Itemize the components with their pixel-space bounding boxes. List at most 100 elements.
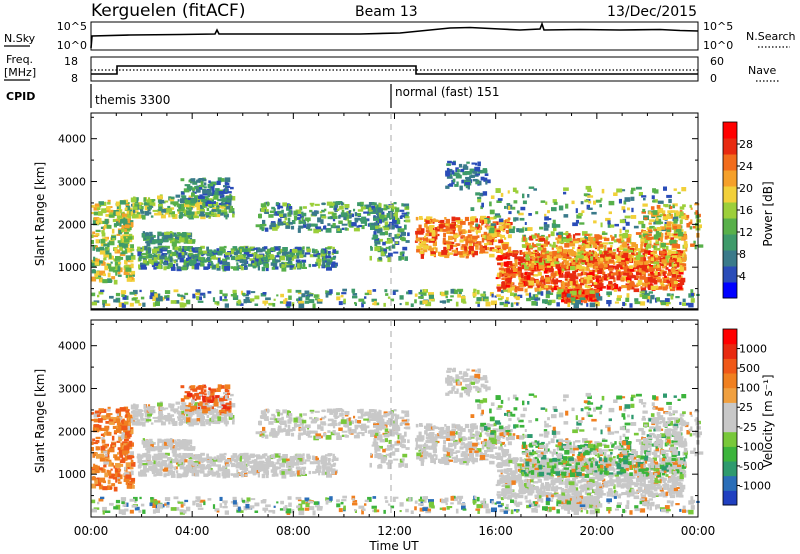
power-cell [384, 241, 390, 244]
power-cell [662, 246, 666, 249]
power-cell [177, 255, 183, 260]
power-cell [492, 221, 497, 224]
velocity-cell [117, 447, 121, 450]
power-cell [117, 271, 121, 275]
freq-left-label-1: Freq. [6, 53, 33, 66]
power-cell [429, 230, 436, 233]
velocity-cell [225, 422, 228, 427]
power-cell [527, 194, 530, 198]
power-cell [603, 247, 607, 252]
power-cell [543, 287, 546, 290]
power-cell [113, 299, 119, 303]
power-cell [662, 215, 668, 220]
power-cell [245, 297, 250, 302]
power-cell [298, 303, 305, 309]
power-cell [224, 261, 230, 266]
power-cell [182, 252, 188, 256]
power-cell [645, 247, 649, 251]
power-cell [289, 265, 293, 270]
power-cell [675, 296, 680, 299]
power-cell [565, 252, 570, 257]
power-cell [581, 290, 586, 295]
velocity-cell [225, 394, 228, 400]
power-cell [160, 214, 166, 219]
power-cell [217, 177, 222, 183]
power-cell [400, 231, 406, 236]
velocity-cell [123, 443, 129, 446]
power-cell [125, 255, 131, 260]
power-cell [112, 218, 117, 223]
power-cell [650, 206, 655, 210]
power-cell [221, 202, 226, 205]
power-cell [137, 202, 142, 207]
power-cell [164, 257, 170, 262]
power-cell [552, 241, 556, 247]
power-cell [617, 269, 621, 273]
power-cell [496, 221, 499, 225]
power-cell [534, 260, 539, 264]
power-cell [283, 220, 286, 224]
power-cell [619, 219, 626, 224]
power-cell [535, 258, 540, 263]
power-cell [155, 296, 159, 302]
velocity-cell [223, 392, 227, 395]
power-cell [194, 257, 198, 262]
power-cell [593, 200, 596, 205]
power-cell [606, 291, 612, 296]
power-cell [550, 266, 554, 270]
power-cell [531, 301, 537, 306]
power-cell [672, 276, 677, 282]
power-cell [222, 299, 228, 302]
power-cell [261, 223, 267, 227]
power-cell [332, 223, 336, 227]
nave-right-tick-top: 60 [710, 55, 724, 68]
velocity-cell [182, 417, 188, 421]
power-cell [540, 275, 544, 280]
power-cell [657, 208, 664, 213]
power-cell [538, 288, 542, 292]
power-cell [415, 234, 418, 239]
power-cell [257, 265, 260, 271]
power-cell [665, 224, 672, 229]
power-cell [101, 232, 106, 237]
power-cell [131, 277, 134, 280]
power-cell [210, 201, 216, 204]
power-cell [655, 297, 658, 303]
velocity-cell [222, 397, 227, 401]
power-cell [649, 225, 655, 229]
power-cell [599, 244, 604, 248]
power-cell [285, 222, 289, 226]
y-tick-label: 1000 [58, 261, 86, 274]
power-cell [571, 261, 576, 266]
power-cell [324, 208, 327, 212]
power-cell [207, 183, 211, 189]
power-cell [165, 245, 170, 249]
velocity-cell [196, 413, 201, 418]
power-cell [552, 277, 555, 283]
power-cell [210, 182, 217, 186]
power-cell [213, 195, 219, 200]
power-cell [510, 292, 514, 296]
power-cell [357, 202, 361, 207]
power-cell [583, 258, 590, 263]
velocity-cell [130, 455, 135, 459]
power-cell [222, 262, 225, 267]
velocity-cell [184, 409, 190, 415]
power-cell [263, 209, 269, 213]
power-cell [101, 230, 105, 234]
velocity-cell [119, 429, 122, 434]
power-cell [525, 281, 528, 287]
power-cell [240, 303, 244, 306]
power-cell [315, 226, 322, 230]
power-cell [459, 239, 464, 243]
velocity-cell [140, 418, 144, 421]
power-cell [286, 265, 291, 268]
power-cell [353, 227, 360, 232]
power-cell [665, 267, 669, 270]
velocity-cell [119, 450, 125, 454]
velocity-cell [131, 443, 134, 447]
power-cell [287, 222, 293, 225]
power-cell [600, 197, 603, 201]
power-cell [297, 214, 302, 217]
power-cell [273, 257, 276, 260]
